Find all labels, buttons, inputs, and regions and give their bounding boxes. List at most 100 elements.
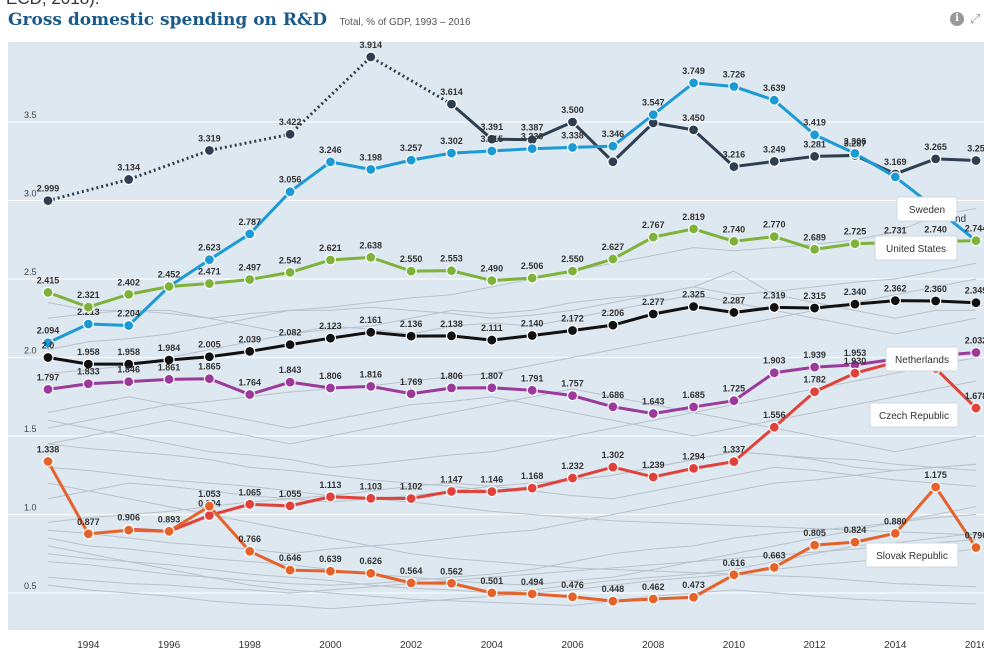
- data-point[interactable]: [324, 332, 337, 344]
- data-point[interactable]: [566, 591, 579, 603]
- data-point[interactable]: [647, 231, 659, 243]
- data-point[interactable]: [284, 500, 296, 512]
- data-point[interactable]: [849, 298, 861, 310]
- data-point[interactable]: [284, 266, 296, 279]
- data-point[interactable]: [768, 421, 780, 433]
- expand-icon[interactable]: ⤢: [970, 11, 981, 26]
- data-point[interactable]: [42, 337, 54, 349]
- data-point[interactable]: [203, 277, 215, 290]
- data-point[interactable]: [445, 265, 458, 277]
- data-point[interactable]: [687, 77, 700, 89]
- data-point[interactable]: [970, 235, 982, 247]
- data-point[interactable]: [365, 51, 377, 63]
- data-point[interactable]: [768, 561, 780, 574]
- data-point[interactable]: [970, 402, 982, 414]
- data-point[interactable]: [566, 472, 579, 484]
- data-point[interactable]: [768, 367, 780, 379]
- data-point[interactable]: [566, 116, 579, 128]
- data-point[interactable]: [486, 133, 498, 145]
- data-point[interactable]: [42, 455, 54, 468]
- data-point[interactable]: [203, 351, 215, 363]
- data-point[interactable]: [687, 300, 700, 313]
- data-point[interactable]: [486, 145, 498, 157]
- data-point[interactable]: [365, 251, 377, 263]
- data-point[interactable]: [163, 373, 175, 385]
- data-point[interactable]: [687, 591, 700, 603]
- data-point[interactable]: [405, 577, 417, 589]
- info-icon[interactable]: i: [950, 12, 964, 26]
- data-point[interactable]: [123, 173, 135, 186]
- data-point[interactable]: [284, 128, 296, 140]
- data-point[interactable]: [970, 297, 982, 309]
- data-point[interactable]: [526, 588, 538, 600]
- data-point[interactable]: [687, 124, 700, 136]
- data-point[interactable]: [768, 155, 780, 168]
- data-point[interactable]: [365, 163, 377, 176]
- data-point[interactable]: [82, 318, 94, 330]
- data-point[interactable]: [82, 301, 94, 313]
- data-point[interactable]: [607, 319, 619, 331]
- data-point[interactable]: [526, 143, 538, 155]
- data-point[interactable]: [123, 358, 135, 370]
- data-point[interactable]: [42, 286, 54, 298]
- data-point[interactable]: [486, 382, 498, 394]
- data-point[interactable]: [849, 238, 861, 250]
- data-point[interactable]: [768, 231, 780, 243]
- data-point[interactable]: [42, 195, 54, 207]
- data-point[interactable]: [566, 390, 579, 402]
- data-point[interactable]: [809, 361, 821, 373]
- data-point[interactable]: [445, 485, 458, 498]
- data-point[interactable]: [566, 324, 579, 337]
- data-point[interactable]: [687, 462, 700, 474]
- data-point[interactable]: [82, 528, 94, 540]
- data-point[interactable]: [445, 330, 458, 342]
- data-point[interactable]: [930, 295, 942, 307]
- data-point[interactable]: [365, 380, 377, 392]
- data-point[interactable]: [607, 461, 619, 473]
- data-point[interactable]: [526, 329, 538, 342]
- data-point[interactable]: [123, 376, 135, 388]
- data-point[interactable]: [405, 265, 417, 277]
- data-point[interactable]: [324, 382, 337, 394]
- data-point[interactable]: [566, 141, 579, 154]
- data-point[interactable]: [809, 302, 821, 314]
- data-point[interactable]: [244, 498, 256, 510]
- data-point[interactable]: [324, 565, 337, 577]
- data-point[interactable]: [244, 228, 256, 240]
- data-point[interactable]: [486, 274, 498, 287]
- data-point[interactable]: [42, 351, 54, 364]
- data-point[interactable]: [809, 243, 821, 255]
- data-point[interactable]: [607, 140, 619, 152]
- data-point[interactable]: [163, 280, 175, 293]
- data-point[interactable]: [930, 481, 942, 493]
- data-point[interactable]: [728, 395, 740, 407]
- data-point[interactable]: [163, 354, 175, 366]
- data-point[interactable]: [445, 577, 458, 589]
- data-point[interactable]: [203, 254, 215, 266]
- data-point[interactable]: [365, 492, 377, 504]
- data-point[interactable]: [405, 330, 417, 342]
- data-point[interactable]: [687, 401, 700, 413]
- data-point[interactable]: [445, 382, 458, 394]
- data-point[interactable]: [687, 223, 700, 235]
- data-point[interactable]: [203, 144, 215, 157]
- data-point[interactable]: [324, 491, 337, 503]
- data-point[interactable]: [889, 527, 901, 539]
- data-point[interactable]: [930, 153, 942, 165]
- data-point[interactable]: [486, 587, 498, 599]
- data-point[interactable]: [607, 253, 619, 265]
- data-point[interactable]: [284, 339, 296, 351]
- data-point[interactable]: [728, 569, 740, 581]
- data-point[interactable]: [647, 471, 659, 483]
- data-point[interactable]: [405, 388, 417, 400]
- data-point[interactable]: [647, 109, 659, 121]
- data-point[interactable]: [809, 129, 821, 141]
- data-point[interactable]: [566, 265, 579, 277]
- data-point[interactable]: [405, 492, 417, 505]
- data-point[interactable]: [445, 147, 458, 159]
- data-point[interactable]: [849, 147, 861, 159]
- data-point[interactable]: [647, 593, 659, 605]
- data-point[interactable]: [728, 80, 740, 93]
- data-point[interactable]: [42, 383, 54, 395]
- data-point[interactable]: [970, 154, 982, 167]
